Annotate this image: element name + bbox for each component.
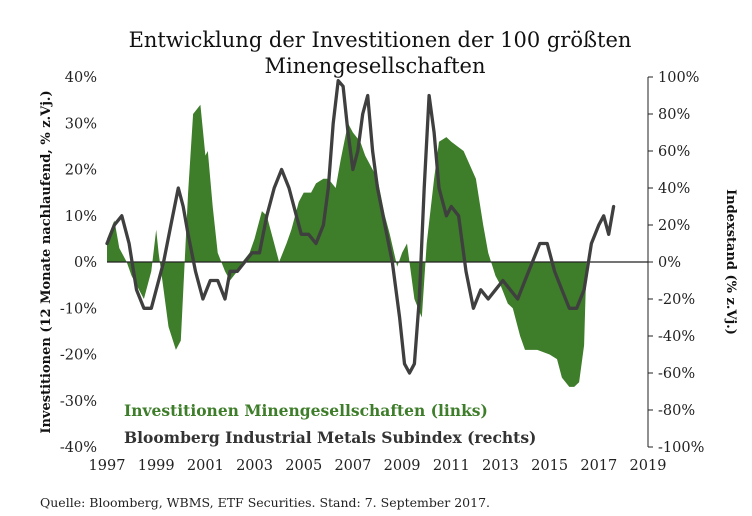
right-tick-label: -80%: [658, 403, 695, 419]
right-tick-label: -20%: [658, 292, 695, 308]
x-tick-label: 2001: [187, 458, 224, 474]
x-tick-label: 2003: [236, 458, 273, 474]
x-tick-label: 2005: [285, 458, 322, 474]
left-tick-label: -30%: [60, 394, 97, 410]
chart-title-line1: Entwicklung der Investitionen der 100 gr…: [129, 28, 632, 52]
left-tick-label: 10%: [65, 209, 97, 225]
axes: 40% 30% 20% 10% 0% -10% -20% -30% -40% 100% 80% 60%…: [60, 70, 705, 474]
left-tick-label: -40%: [60, 440, 97, 456]
x-tick-label: 2017: [580, 458, 617, 474]
right-axis-title: Indexstand (% z.Vj.): [723, 189, 738, 335]
x-tick-label: 2013: [482, 458, 519, 474]
x-tick-label: 2009: [384, 458, 421, 474]
metals-line: [105, 79, 616, 375]
right-tick-label: 60%: [658, 144, 690, 160]
source-note: Quelle: Bloomberg, WBMS, ETF Securities.…: [40, 495, 490, 510]
left-tick-label: 20%: [65, 163, 97, 179]
plot-area: [105, 79, 648, 387]
x-tick-label: 2011: [433, 458, 470, 474]
x-tick-label: 1997: [89, 458, 126, 474]
left-tick-label: 30%: [65, 116, 97, 132]
left-tick-label: -10%: [60, 301, 97, 317]
right-tick-label: 40%: [658, 181, 690, 197]
legend-metals: Bloomberg Industrial Metals Subindex (re…: [124, 428, 536, 447]
right-tick-label: -40%: [658, 329, 695, 345]
x-tick-label: 2015: [531, 458, 568, 474]
right-tick-label: 80%: [658, 107, 690, 123]
left-tick-label: 40%: [65, 70, 97, 86]
x-tick-label: 2007: [334, 458, 371, 474]
left-tick-label: -20%: [60, 348, 97, 364]
right-tick-label: 20%: [658, 218, 690, 234]
x-tick-label: 2019: [630, 458, 667, 474]
legend-investment: Investitionen Minengesellschaften (links…: [124, 401, 488, 420]
right-tick-label: -100%: [658, 440, 704, 456]
right-tick-label: 0%: [658, 255, 681, 271]
left-axis-title: Investitionen (12 Monate nachlaufend, % …: [39, 90, 54, 433]
chart-title-line2: Minengesellschaften: [265, 54, 486, 78]
x-tick-label: 1999: [138, 458, 175, 474]
right-tick-label: -60%: [658, 366, 695, 382]
left-tick-label: 0%: [74, 255, 97, 271]
investment-area: [107, 104, 587, 387]
right-tick-label: 100%: [658, 70, 699, 86]
